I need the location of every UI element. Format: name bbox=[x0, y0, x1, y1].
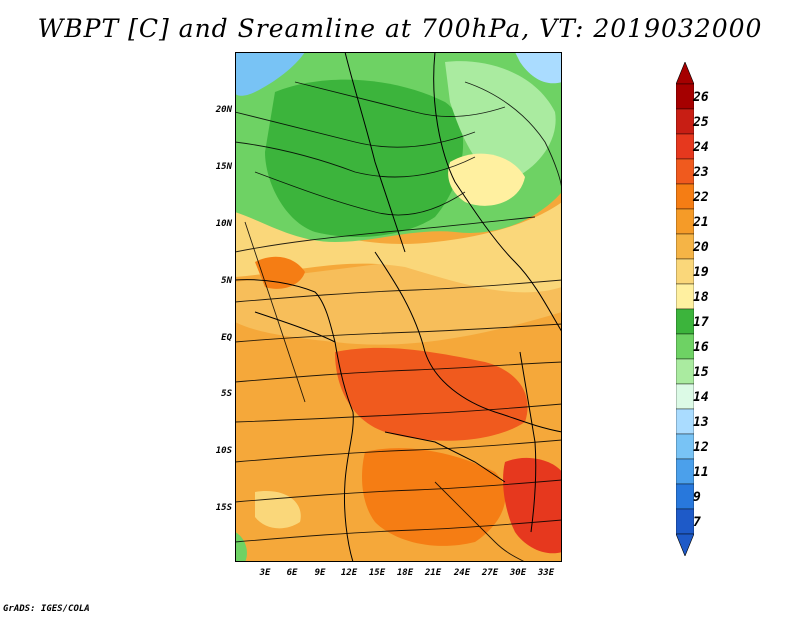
lon-label-27e: 27E bbox=[481, 568, 499, 578]
colorbar-label-13: 13 bbox=[693, 414, 709, 430]
lat-label-20n: 20N bbox=[215, 105, 232, 115]
wbpt-field-16 bbox=[445, 61, 556, 182]
colorbar bbox=[676, 62, 694, 556]
wbpt-field-19 bbox=[235, 202, 562, 293]
colorbar-segment-19 bbox=[676, 258, 694, 285]
colorbar-segment-14 bbox=[676, 383, 694, 410]
colorbar-segment-12 bbox=[676, 433, 694, 460]
colorbar-segment-25 bbox=[676, 108, 694, 135]
colorbar-label-15: 15 bbox=[693, 364, 709, 380]
lon-label-15e: 15E bbox=[368, 568, 386, 578]
lon-label-12e: 12E bbox=[340, 568, 358, 578]
lat-label-10s: 10S bbox=[215, 446, 232, 456]
colorbar-segment-7 bbox=[676, 508, 694, 535]
colorbar-segment-16 bbox=[676, 333, 694, 360]
wbpt-field-17-core bbox=[265, 79, 464, 237]
colorbar-segment-9 bbox=[676, 483, 694, 510]
lat-label-eq: EQ bbox=[221, 333, 232, 343]
lat-label-5n: 5N bbox=[221, 276, 232, 286]
lon-label-3e: 3E bbox=[259, 568, 271, 578]
colorbar-min-triangle bbox=[676, 533, 694, 556]
colorbar-segment-20 bbox=[676, 233, 694, 260]
colorbar-label-16: 16 bbox=[693, 339, 709, 355]
lon-label-6e: 6E bbox=[286, 568, 298, 578]
colorbar-label-26: 26 bbox=[693, 89, 709, 105]
colorbar-segment-13 bbox=[676, 408, 694, 435]
lon-label-24e: 24E bbox=[453, 568, 471, 578]
lat-label-15s: 15S bbox=[215, 503, 232, 513]
colorbar-segment-22 bbox=[676, 183, 694, 210]
colorbar-label-17: 17 bbox=[693, 314, 709, 330]
colorbar-label-22: 22 bbox=[693, 189, 709, 205]
lon-label-21e: 21E bbox=[424, 568, 442, 578]
colorbar-label-19: 19 bbox=[693, 264, 709, 280]
footer-credit: GrADS: IGES/COLA bbox=[3, 604, 90, 614]
map-plot bbox=[235, 52, 562, 562]
colorbar-segment-18 bbox=[676, 283, 694, 310]
wbpt-field-13-nw bbox=[235, 52, 305, 96]
lon-label-9e: 9E bbox=[314, 568, 326, 578]
wbpt-field-19-ne bbox=[448, 153, 525, 206]
colorbar-max-triangle bbox=[676, 62, 694, 85]
colorbar-label-20: 20 bbox=[693, 239, 709, 255]
colorbar-label-24: 24 bbox=[693, 139, 709, 155]
lon-label-33e: 33E bbox=[537, 568, 555, 578]
colorbar-label-18: 18 bbox=[693, 289, 709, 305]
colorbar-segment-26 bbox=[676, 83, 694, 110]
wbpt-field-14-ne bbox=[515, 52, 562, 84]
lat-label-15n: 15N bbox=[215, 162, 232, 172]
wbpt-field-19-south bbox=[255, 491, 301, 529]
wbpt-field-22-south bbox=[362, 448, 506, 546]
colorbar-segment-15 bbox=[676, 358, 694, 385]
colorbar-label-25: 25 bbox=[693, 114, 709, 130]
colorbar-label-14: 14 bbox=[693, 389, 709, 405]
colorbar-label-12: 12 bbox=[693, 439, 709, 455]
coastlines bbox=[235, 52, 562, 562]
colorbar-label-9: 9 bbox=[693, 489, 701, 505]
wbpt-field-17-sw bbox=[235, 532, 247, 562]
colorbar-label-23: 23 bbox=[693, 164, 709, 180]
streamlines bbox=[235, 81, 562, 562]
colorbar-segment-21 bbox=[676, 208, 694, 235]
lat-label-10n: 10N bbox=[215, 219, 232, 229]
colorbar-label-7: 7 bbox=[693, 514, 701, 530]
lat-label-5s: 5S bbox=[221, 389, 232, 399]
lon-label-30e: 30E bbox=[509, 568, 527, 578]
colorbar-label-11: 11 bbox=[693, 464, 709, 480]
colorbar-segment-23 bbox=[676, 158, 694, 185]
colorbar-segment-11 bbox=[676, 458, 694, 485]
wbpt-field-23-east bbox=[503, 457, 562, 554]
colorbar-label-21: 21 bbox=[693, 214, 709, 230]
colorbar-segment-24 bbox=[676, 133, 694, 160]
lon-label-18e: 18E bbox=[396, 568, 414, 578]
colorbar-segment-17 bbox=[676, 308, 694, 335]
map-panel bbox=[235, 52, 562, 562]
chart-title: WBPT [C] and Sreamline at 700hPa, VT: 20… bbox=[37, 14, 763, 43]
